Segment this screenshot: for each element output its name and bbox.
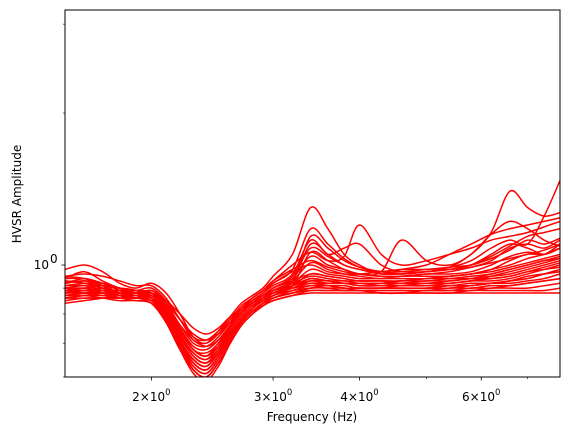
series-line-30 <box>65 227 560 371</box>
series-line-20 <box>65 289 560 371</box>
x-axis-label: Frequency (Hz) <box>267 410 358 424</box>
x-tick-label: 2×100 <box>132 388 170 404</box>
series-lines <box>65 180 560 377</box>
y-tick-exponent: 0 <box>50 252 58 266</box>
y-axis-label: HVSR Amplitude <box>10 145 24 244</box>
x-tick-label: 6×100 <box>462 388 500 404</box>
y-tick-label: 10 <box>34 258 49 272</box>
series-line-1 <box>65 206 560 345</box>
plot-frame <box>64 9 561 378</box>
x-axis: 2×100 3×100 4×100 6×100 <box>132 377 528 404</box>
y-axis: 10 0 <box>34 23 65 378</box>
x-tick-label: 4×100 <box>340 388 378 404</box>
x-tick-label: 3×100 <box>254 388 292 404</box>
